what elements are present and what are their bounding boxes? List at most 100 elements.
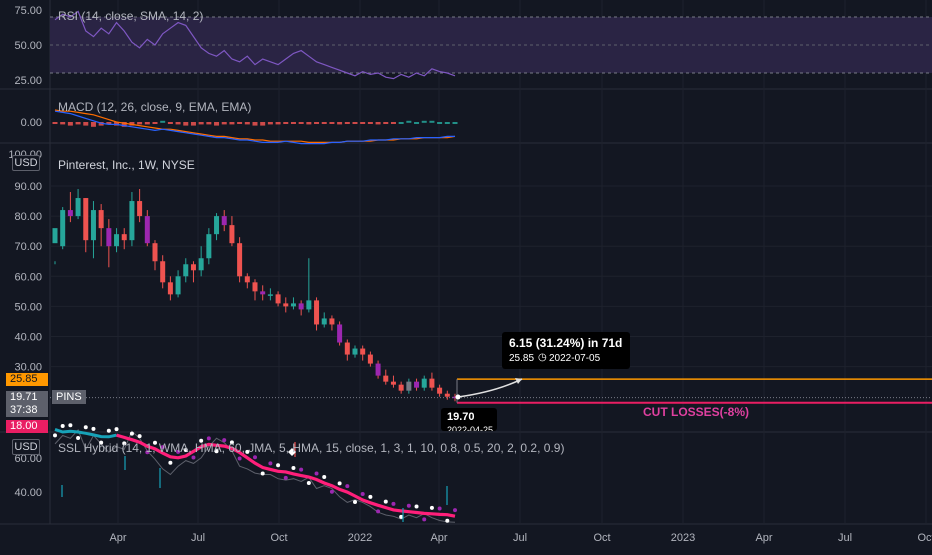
candle-body: [352, 348, 358, 355]
rsi-title: RSI (14, close, SMA, 14, 2): [58, 9, 204, 23]
entry-callout: 19.70 2022-04-25: [441, 408, 497, 431]
callout-price: 25.85: [509, 353, 535, 364]
ssl-dot: [291, 465, 296, 470]
main-title: Pinterest, Inc., 1W, NYSE: [58, 158, 195, 172]
macd-hist-bar: [298, 122, 304, 124]
candle-body: [414, 381, 420, 388]
macd-hist-bar: [144, 122, 150, 125]
ssl-baseline-teal: [54, 427, 117, 439]
macd-hist-bar: [198, 122, 204, 125]
macd-hist-bar: [360, 122, 366, 124]
candle-body: [83, 198, 89, 241]
candle-body: [237, 243, 243, 277]
x-axis-label: Jul: [513, 532, 527, 544]
ssl-dot: [337, 481, 342, 486]
candle-body: [206, 234, 212, 259]
x-axis-label: Oct: [917, 532, 932, 544]
candle-body: [98, 210, 104, 229]
macd-signal-line: [54, 109, 456, 143]
candle-body: [167, 282, 173, 295]
ssl-diamond-marker: [288, 448, 296, 456]
ssl-dot: [160, 445, 165, 450]
main-currency-badge[interactable]: USD: [12, 155, 40, 171]
last-price-tag: 19.71: [6, 391, 48, 404]
macd-line: [54, 110, 455, 145]
symbol-tag: PINS: [52, 390, 86, 404]
macd-hist-bar: [190, 122, 196, 126]
candle-body: [329, 318, 335, 325]
macd-hist-bar: [214, 122, 220, 126]
macd-hist-bar: [60, 122, 66, 125]
ssl-dot: [176, 449, 181, 454]
macd-hist-bar: [137, 122, 143, 125]
measure-callout: 6.15 (31.24%) in 71d 25.85 ◷ 2022-07-05: [502, 332, 630, 369]
ssl-dot: [306, 481, 311, 486]
entry-point: [455, 394, 461, 400]
candle-body: [260, 291, 266, 295]
ssl-title: SSL Hybrid (14, 1, WMA, HMA, 60, JMA, 5,…: [58, 441, 565, 455]
ssl-dot: [122, 441, 127, 446]
macd-hist-bar: [175, 122, 181, 125]
price-tick-label: 80.00: [14, 211, 42, 223]
candle-body: [344, 342, 350, 355]
candle-body: [144, 216, 150, 244]
macd-hist-bar: [90, 122, 96, 127]
macd-hist-bar: [237, 122, 243, 124]
candle-body: [290, 303, 296, 307]
macd-hist-bar: [390, 122, 396, 124]
ssl-dot: [260, 471, 265, 476]
macd-hist-bar: [244, 122, 250, 125]
candle-body: [244, 276, 250, 283]
ssl-dot: [153, 440, 157, 445]
macd-hist-bar: [283, 122, 289, 124]
clock-icon: ◷: [538, 352, 547, 363]
ssl-dot: [299, 467, 304, 472]
ssl-dot: [145, 450, 150, 455]
price-tick-label: 30.00: [14, 362, 42, 374]
x-axis-label: 2023: [671, 532, 695, 544]
ssl-dot: [376, 509, 381, 514]
candle-body: [137, 201, 143, 217]
macd-hist-bar: [314, 122, 320, 124]
macd-hist-bar: [152, 122, 158, 124]
price-tick-label: 70.00: [14, 241, 42, 253]
candle-body: [306, 300, 312, 310]
candle-body: [214, 216, 220, 235]
x-axis-label: 2022: [348, 532, 372, 544]
candle-body: [114, 234, 120, 247]
candle-body: [360, 348, 366, 355]
ssl-dot: [245, 449, 250, 454]
macd-hist-bar: [383, 122, 389, 124]
ssl-dot: [199, 438, 204, 443]
macd-hist-bar: [452, 122, 458, 124]
ssl-dot: [322, 475, 327, 480]
projection-arrow: [457, 378, 523, 398]
candle-body: [298, 303, 304, 310]
ssl-dot: [391, 501, 396, 506]
x-axis-label: Apr: [755, 532, 772, 544]
rsi-tick-label: 25.00: [14, 75, 42, 87]
x-axis-label: Oct: [270, 532, 287, 544]
ssl-dot: [68, 423, 73, 428]
candle-body: [52, 228, 58, 244]
ssl-dot: [183, 447, 188, 452]
macd-hist-bar: [414, 122, 420, 124]
ssl-dot: [53, 433, 57, 438]
ssl-dot: [99, 440, 104, 445]
x-axis-label: Oct: [593, 532, 610, 544]
macd-tick-label: 0.00: [21, 117, 42, 129]
x-axis-label: Apr: [109, 532, 126, 544]
candle-body: [75, 198, 81, 217]
macd-hist-bar: [75, 122, 81, 125]
cut-price-tag: 18.00: [6, 420, 48, 433]
ssl-currency-badge[interactable]: USD: [12, 439, 40, 455]
rsi-line: [54, 10, 456, 80]
price-tick-label: 40.00: [14, 332, 42, 344]
ssl-dot: [368, 494, 373, 499]
candle-body: [90, 210, 96, 241]
ssl-dot: [399, 514, 404, 519]
candle-body: [60, 210, 66, 247]
ssl-dot: [168, 460, 173, 465]
candle-body: [160, 261, 166, 283]
